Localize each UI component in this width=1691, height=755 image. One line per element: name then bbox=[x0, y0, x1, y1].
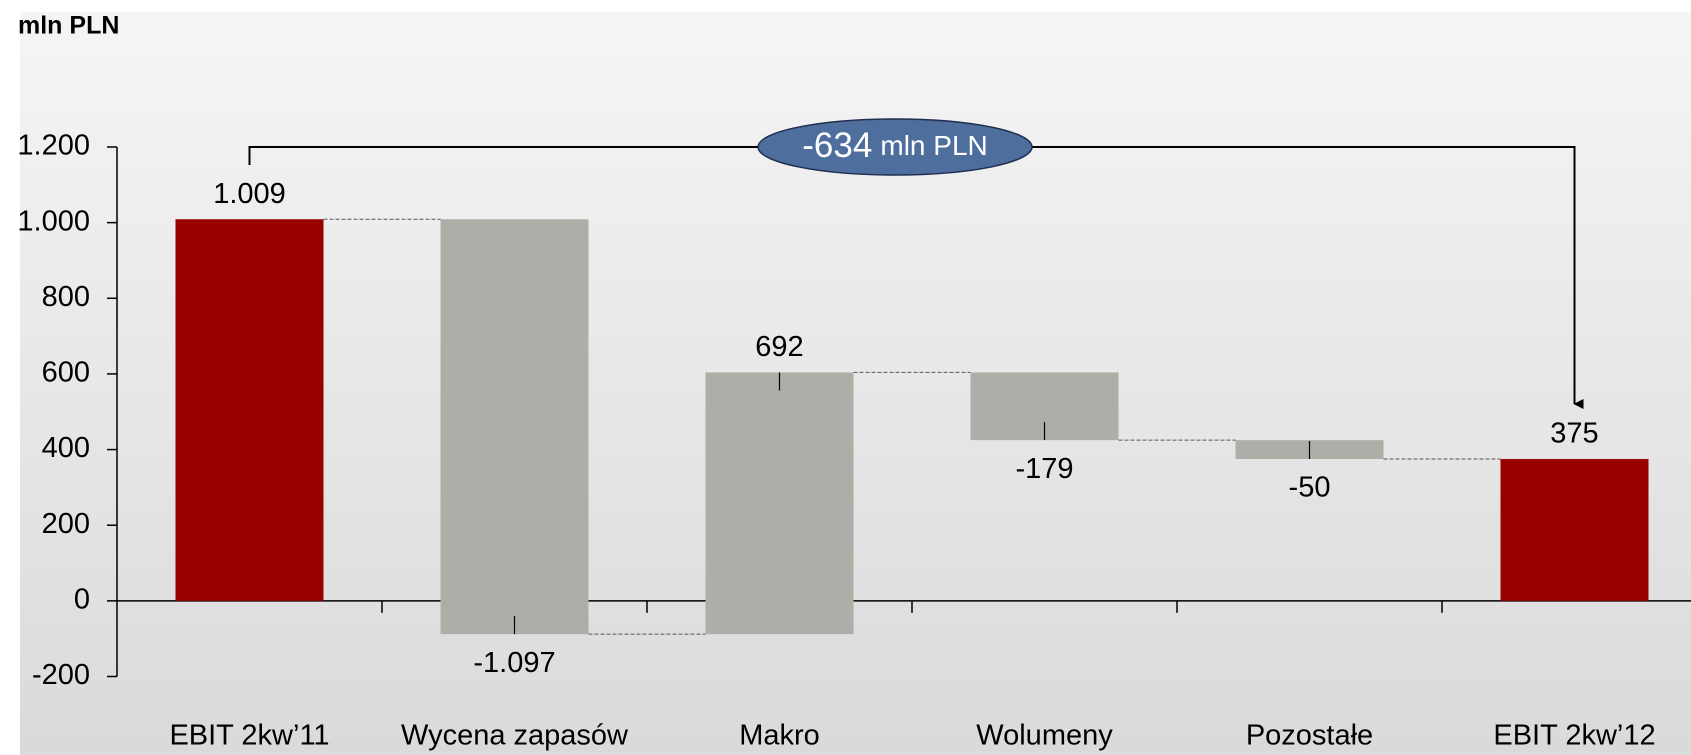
value-label: 1.009 bbox=[213, 178, 286, 210]
annotation-bubble bbox=[757, 118, 1033, 176]
annotation: -634 mln PLN bbox=[802, 126, 988, 165]
x-tick-label: Makro bbox=[739, 720, 820, 752]
annotation-unit: mln PLN bbox=[880, 130, 987, 161]
value-label: 692 bbox=[755, 331, 803, 363]
y-tick-label: -200 bbox=[32, 659, 90, 691]
x-tick-label: EBIT 2kw’11 bbox=[169, 720, 329, 752]
x-tick-label: EBIT 2kw’12 bbox=[1493, 720, 1655, 752]
x-tick-label: Pozostałe bbox=[1246, 720, 1373, 752]
y-tick-label: 1.200 bbox=[17, 130, 90, 162]
x-tick-label: Wolumeny bbox=[976, 720, 1113, 752]
value-label: 375 bbox=[1550, 418, 1598, 450]
y-tick-label: 600 bbox=[42, 357, 90, 389]
value-label: -179 bbox=[1015, 453, 1073, 485]
value-label: -1.097 bbox=[473, 647, 555, 679]
y-tick-label: 400 bbox=[42, 432, 90, 464]
y-tick-label: 200 bbox=[42, 508, 90, 540]
x-tick-label: Wycena zapasów bbox=[401, 720, 629, 752]
y-tick-label: 0 bbox=[74, 584, 90, 616]
bar bbox=[1500, 459, 1649, 601]
y-tick-label: 1.000 bbox=[17, 205, 90, 237]
bar bbox=[705, 372, 854, 635]
y-tick-label: 800 bbox=[42, 281, 90, 313]
value-label: -50 bbox=[1289, 472, 1331, 504]
annotation-value: -634 bbox=[802, 126, 872, 165]
bar bbox=[175, 219, 324, 601]
bar bbox=[440, 219, 589, 635]
y-axis-unit: mln PLN bbox=[18, 12, 119, 40]
